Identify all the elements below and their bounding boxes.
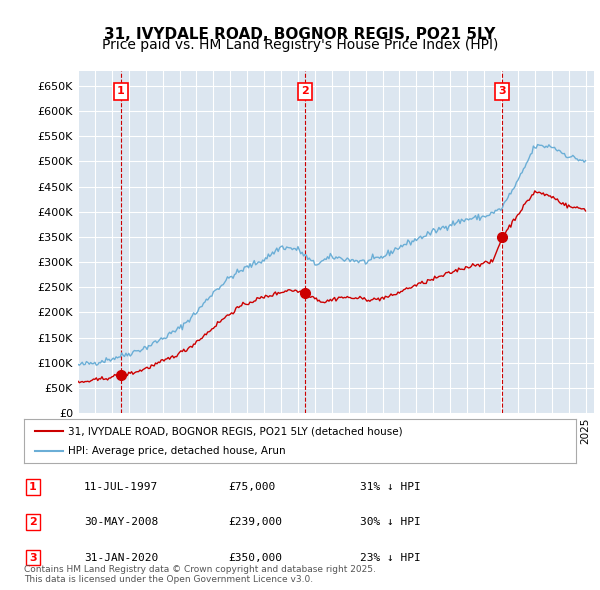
Text: 31, IVYDALE ROAD, BOGNOR REGIS, PO21 5LY (detached house): 31, IVYDALE ROAD, BOGNOR REGIS, PO21 5LY… <box>68 427 403 436</box>
Text: £350,000: £350,000 <box>228 553 282 562</box>
Text: £239,000: £239,000 <box>228 517 282 527</box>
Text: 2: 2 <box>301 86 309 96</box>
Text: 11-JUL-1997: 11-JUL-1997 <box>84 482 158 491</box>
Text: Price paid vs. HM Land Registry's House Price Index (HPI): Price paid vs. HM Land Registry's House … <box>102 38 498 53</box>
Text: 1: 1 <box>117 86 125 96</box>
Text: 31% ↓ HPI: 31% ↓ HPI <box>360 482 421 491</box>
Text: 2: 2 <box>29 517 37 527</box>
Text: 1: 1 <box>29 482 37 491</box>
Text: 23% ↓ HPI: 23% ↓ HPI <box>360 553 421 562</box>
Text: Contains HM Land Registry data © Crown copyright and database right 2025.
This d: Contains HM Land Registry data © Crown c… <box>24 565 376 584</box>
Text: 31, IVYDALE ROAD, BOGNOR REGIS, PO21 5LY: 31, IVYDALE ROAD, BOGNOR REGIS, PO21 5LY <box>104 27 496 41</box>
Text: 30-MAY-2008: 30-MAY-2008 <box>84 517 158 527</box>
Text: 30% ↓ HPI: 30% ↓ HPI <box>360 517 421 527</box>
Text: £75,000: £75,000 <box>228 482 275 491</box>
Text: 3: 3 <box>499 86 506 96</box>
Text: HPI: Average price, detached house, Arun: HPI: Average price, detached house, Arun <box>68 446 286 455</box>
Text: 31-JAN-2020: 31-JAN-2020 <box>84 553 158 562</box>
Text: 3: 3 <box>29 553 37 562</box>
